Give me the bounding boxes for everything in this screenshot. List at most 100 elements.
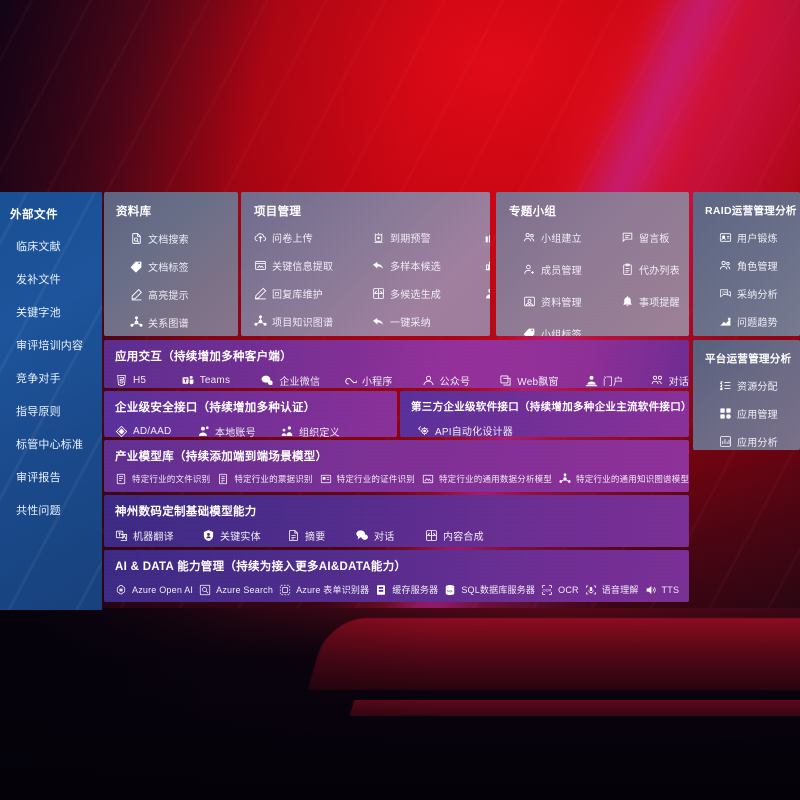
item-wecom[interactable]: 企业微信 (260, 373, 344, 388)
item-member-management[interactable]: 成员管理 (523, 262, 621, 277)
panel-industry-models[interactable]: 产业模型库（持续添加端到端场景模型） 特定行业的文件识别 特定行业的票据识别 特… (104, 440, 689, 492)
item-summary[interactable]: 摘要 (287, 528, 355, 543)
sidebar-item-7[interactable]: 审评报告 (10, 469, 94, 485)
panel-title: 资料库 (116, 206, 152, 218)
item-reviewer-portrait[interactable]: 评审员画像 (484, 286, 490, 301)
item-ocr[interactable]: OCR OCR (541, 584, 579, 596)
item-speech-understanding[interactable]: 语音理解 (585, 583, 639, 596)
item-idcard-recognition[interactable]: 特定行业的证件识别 (320, 473, 415, 485)
people-group-icon (719, 259, 732, 272)
item-azure-openai[interactable]: Azure Open AI (115, 584, 193, 596)
panel-raid-analysis[interactable]: RAID运营管理分析 用户锻炼 角色管理 QA 采纳分析 (693, 192, 800, 336)
item-like-thanks[interactable]: 点赞感谢 (484, 230, 490, 245)
user-card-icon (719, 231, 732, 244)
item-document-search[interactable]: 文档搜索 (130, 231, 238, 246)
item-app-analysis[interactable]: 应用分析 (719, 434, 800, 449)
item-key-info-extract[interactable]: 关键信息提取 (254, 258, 372, 273)
item-event-reminder[interactable]: 事项提醒 (621, 294, 689, 309)
item-azure-form-recognizer[interactable]: Azure 表单识别器 (279, 583, 369, 596)
item-issue-trend[interactable]: 问题趋势 (719, 314, 800, 329)
item-official-account[interactable]: 公众号 (422, 373, 500, 388)
item-group-create[interactable]: 小组建立 (523, 230, 621, 245)
item-highlight-hint[interactable]: 高亮提示 (130, 287, 238, 302)
item-h5[interactable]: H5 (115, 374, 181, 387)
item-one-click-adopt[interactable]: 一键采纳 (372, 314, 484, 329)
panel-project-management[interactable]: 项目管理 问卷上传 到期预警 点赞感谢 (241, 192, 490, 336)
sidebar-item-1[interactable]: 发补文件 (10, 271, 94, 287)
item-reply-library-maintain[interactable]: 回复库维护 (254, 286, 372, 301)
item-label: 资源分配 (737, 382, 778, 393)
item-group-tag[interactable]: 小组标签 (523, 326, 621, 336)
item-web-popup[interactable]: Web飘窗 (499, 373, 585, 388)
panel-ai-data[interactable]: AI & DATA 能力管理（持续为接入更多AI&DATA能力） Azure O… (104, 550, 689, 602)
sidebar-item-4[interactable]: 竞争对手 (10, 370, 94, 386)
graph-network-icon (254, 315, 267, 328)
item-questionnaire-upload[interactable]: 问卷上传 (254, 230, 372, 245)
item-message-board[interactable]: 留言板 (621, 230, 689, 245)
item-knowledge-graph-model[interactable]: 特定行业的通用知识图谱模型 (559, 473, 689, 485)
sidebar-item-2[interactable]: 关键字池 (10, 304, 94, 320)
sidebar-item-0[interactable]: 临床文献 (10, 238, 94, 254)
item-expiry-alert[interactable]: 到期预警 (372, 230, 484, 245)
panel-topic-group[interactable]: 专题小组 小组建立 留言板 成员管理 (496, 192, 689, 336)
item-multi-candidate-generate[interactable]: 多候选生成 (372, 286, 484, 301)
sidebar-item-5[interactable]: 指导原则 (10, 403, 94, 419)
item-sql-database-server[interactable]: SQL SQL数据库服务器 (444, 583, 535, 596)
api-gear-icon (417, 424, 430, 437)
item-teams[interactable]: Teams (181, 374, 261, 387)
item-document-tag[interactable]: 文档标签 (130, 259, 238, 274)
panel-title: RAID运营管理分析 (705, 205, 797, 217)
item-role-management[interactable]: 角色管理 (719, 258, 800, 273)
item-org-define[interactable]: 组织定义 (281, 424, 340, 437)
sidebar-external-files: 外部文件 临床文献 发补文件 关键字池 审评培训内容 竞争对手 指导原则 标管中… (0, 192, 102, 610)
item-key-entity[interactable]: 关键实体 (202, 528, 287, 543)
item-label: 应用管理 (737, 410, 778, 421)
item-machine-translation[interactable]: 机器翻译 (115, 528, 202, 543)
item-project-knowledge-graph[interactable]: 项目知识图谱 (254, 314, 372, 329)
panel-app-interaction[interactable]: 应用交互（持续增加多种客户端） H5 Teams 企业微信 (104, 340, 689, 388)
item-material-management[interactable]: 资料管理 (523, 294, 621, 309)
panel-library[interactable]: 资料库 文档搜索 文档标签 高亮提示 (104, 192, 238, 336)
item-local-account[interactable]: 本地账号 (197, 424, 281, 437)
html5-icon (115, 374, 128, 387)
item-app-management[interactable]: 应用管理 (719, 406, 800, 421)
panel-thirdparty-interface[interactable]: 第三方企业级软件接口（持续增加多种企业主流软件接口） API自动化设计器 (400, 391, 689, 437)
item-cache-server[interactable]: 缓存服务器 (375, 583, 438, 596)
sidebar-item-3[interactable]: 审评培训内容 (10, 337, 94, 353)
panel-enterprise-security[interactable]: 企业级安全接口（持续增加多种认证） AD/AAD 本地账号 组织定义 (104, 391, 397, 437)
item-resource-allocation[interactable]: 资源分配 (719, 378, 800, 393)
item-internal-expert-rank[interactable]: 内部专家排名 (484, 258, 490, 273)
item-file-recognition[interactable]: 特定行业的文件识别 (115, 473, 210, 485)
item-dialog[interactable]: 对话 (651, 373, 689, 388)
item-dialog[interactable]: 对话 (355, 528, 425, 543)
item-content-synthesis[interactable]: 内容合成 (425, 528, 484, 543)
ocr-icon: OCR (541, 584, 553, 596)
idcard-recognize-icon (320, 473, 332, 485)
item-user-training[interactable]: 用户锻炼 (719, 230, 800, 245)
panel-base-models[interactable]: 神州数码定制基础模型能力 机器翻译 关键实体 摘要 (104, 495, 689, 547)
item-label: 特定行业的票据识别 (234, 474, 313, 484)
sidebar-item-8[interactable]: 共性问题 (10, 502, 94, 518)
sidebar-item-6[interactable]: 标管中心标准 (10, 436, 94, 452)
item-multi-sample-candidate[interactable]: 多样本候选 (372, 258, 484, 273)
item-data-analysis-model[interactable]: 特定行业的通用数据分析模型 (422, 473, 552, 485)
item-tts[interactable]: TTS (645, 584, 680, 596)
item-label: OCR (558, 584, 579, 595)
item-label: 采纳分析 (737, 290, 778, 301)
item-azure-search[interactable]: Azure Search (199, 584, 273, 596)
item-receipt-recognition[interactable]: 特定行业的票据识别 (217, 473, 312, 485)
item-todo-list[interactable]: 代办列表 (621, 262, 689, 277)
highlight-pen-icon (130, 288, 143, 301)
item-ad-aad[interactable]: AD/AAD (115, 425, 197, 437)
item-label: 问卷上传 (272, 234, 313, 245)
item-miniprogram[interactable]: 小程序 (344, 373, 422, 388)
item-portal[interactable]: 门户 (585, 373, 651, 388)
item-relation-graph[interactable]: 关系图谱 (130, 315, 238, 330)
panel-platform-analysis[interactable]: 平台运营管理分析 资源分配 应用管理 应用分析 (693, 340, 800, 450)
item-adoption-analysis[interactable]: QA 采纳分析 (719, 286, 800, 301)
item-label: 角色管理 (737, 262, 778, 273)
panel-title: 企业级安全接口（持续增加多种认证） (115, 402, 316, 414)
item-label: 留言板 (639, 234, 670, 245)
item-api-designer[interactable]: API自动化设计器 (417, 423, 513, 437)
item-label: 资料管理 (541, 298, 582, 309)
